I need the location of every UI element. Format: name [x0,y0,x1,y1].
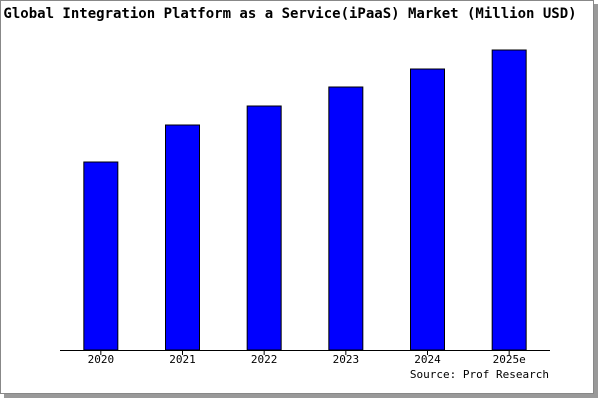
bar [410,68,445,351]
x-tick-label: 2020 [88,353,115,366]
x-tick-label: 2025e [493,353,526,366]
x-tick-label: 2023 [333,353,360,366]
bar [165,124,200,351]
bar [491,49,527,351]
source-note: Source: Prof Research [410,368,549,381]
x-tick-label: 2022 [251,353,278,366]
bar [83,161,119,351]
bar [328,86,364,351]
chart-title: Global Integration Platform as a Service… [3,6,576,22]
x-tick-label: 2024 [414,353,441,366]
x-tick-label: 2021 [169,353,196,366]
bar [246,105,282,351]
